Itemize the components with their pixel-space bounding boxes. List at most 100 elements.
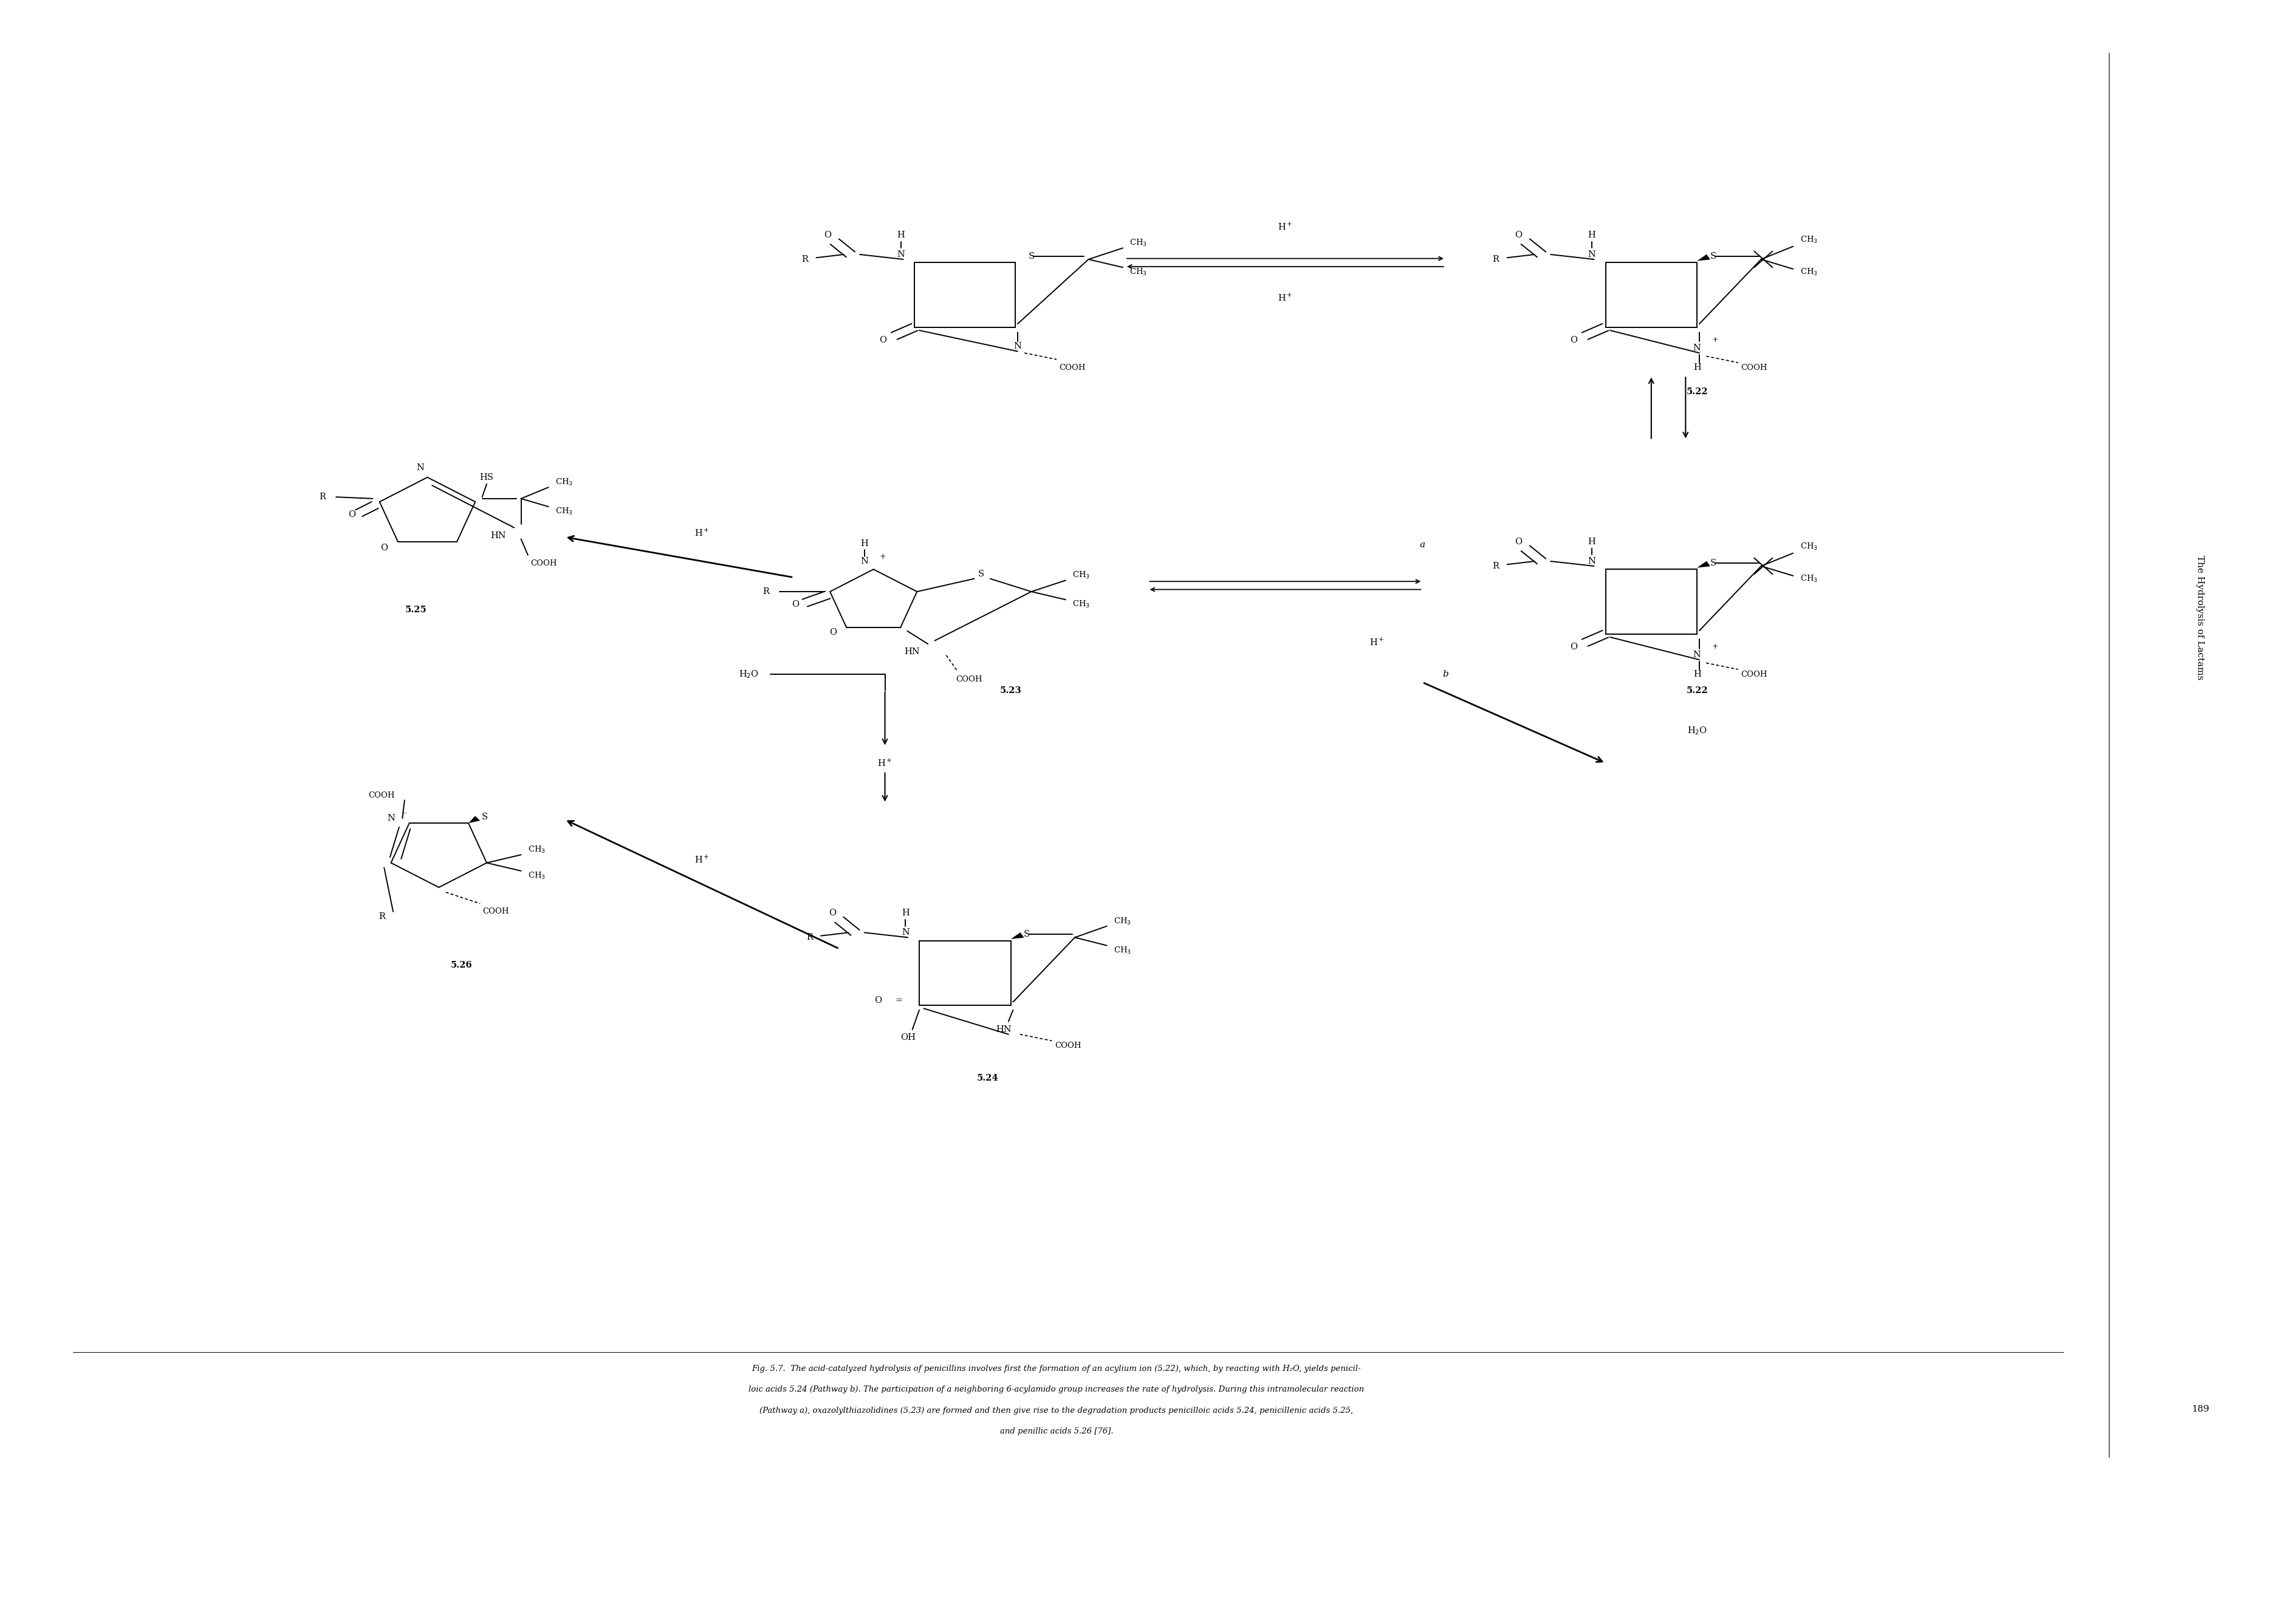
Polygon shape xyxy=(1697,255,1711,261)
Text: 5.26: 5.26 xyxy=(450,961,473,969)
Text: CH$_3$: CH$_3$ xyxy=(1114,917,1132,927)
Text: H$^+$: H$^+$ xyxy=(693,855,709,865)
Text: CH$_3$: CH$_3$ xyxy=(1130,239,1148,248)
Text: O: O xyxy=(381,544,388,552)
Text: N: N xyxy=(898,250,905,258)
Text: CH$_3$: CH$_3$ xyxy=(1800,235,1818,245)
Text: O: O xyxy=(1515,230,1522,239)
Text: 189: 189 xyxy=(2190,1404,2209,1414)
Text: and penillic acids 5.26 [76].: and penillic acids 5.26 [76]. xyxy=(999,1428,1114,1435)
Text: O: O xyxy=(829,909,836,917)
Text: ··: ·· xyxy=(402,810,406,816)
Text: N: N xyxy=(416,463,425,472)
Text: +: + xyxy=(1713,643,1717,651)
Text: H: H xyxy=(1589,230,1596,239)
Text: N: N xyxy=(1015,342,1022,351)
Text: S: S xyxy=(1029,252,1035,260)
Text: H: H xyxy=(1692,364,1701,372)
Text: S: S xyxy=(482,813,487,821)
Text: N: N xyxy=(388,815,395,823)
Text: R: R xyxy=(1492,255,1499,263)
Text: H: H xyxy=(1589,537,1596,545)
Text: R: R xyxy=(319,493,326,502)
Text: H$_2$O: H$_2$O xyxy=(1688,725,1708,737)
Text: The Hydrolysis of Lactams: The Hydrolysis of Lactams xyxy=(2195,555,2204,680)
Text: COOH: COOH xyxy=(1740,364,1768,372)
Text: H$^+$: H$^+$ xyxy=(1368,636,1384,648)
Text: COOH: COOH xyxy=(367,792,395,799)
Text: CH$_3$: CH$_3$ xyxy=(1800,268,1818,278)
Text: 5.24: 5.24 xyxy=(978,1074,999,1083)
Text: R: R xyxy=(379,912,386,920)
Text: S: S xyxy=(1711,558,1715,566)
Text: S: S xyxy=(1711,252,1715,260)
Text: CH$_3$: CH$_3$ xyxy=(556,477,574,487)
Text: S: S xyxy=(978,570,985,578)
Text: N: N xyxy=(902,928,909,936)
Text: HN: HN xyxy=(905,648,921,656)
Text: Fig. 5.7.  The acid-catalyzed hydrolysis of penicillins involves first the forma: Fig. 5.7. The acid-catalyzed hydrolysis … xyxy=(753,1365,1362,1373)
Text: COOH: COOH xyxy=(1058,364,1086,372)
Text: H: H xyxy=(1692,670,1701,678)
Text: 5.22: 5.22 xyxy=(1685,388,1708,396)
Text: S: S xyxy=(1024,930,1031,938)
Text: HN: HN xyxy=(491,531,505,540)
Text: CH$_3$: CH$_3$ xyxy=(1800,575,1818,584)
Text: COOH: COOH xyxy=(530,560,558,566)
Text: CH$_3$: CH$_3$ xyxy=(528,872,546,881)
Text: a: a xyxy=(1419,540,1426,549)
Text: CH$_3$: CH$_3$ xyxy=(556,506,574,516)
Text: O: O xyxy=(792,601,799,609)
Text: =: = xyxy=(895,997,902,1005)
Text: O: O xyxy=(1570,643,1577,651)
Text: COOH: COOH xyxy=(482,907,510,915)
Text: 5.22: 5.22 xyxy=(1685,687,1708,695)
Text: H$^+$: H$^+$ xyxy=(877,758,893,768)
Text: H$^+$: H$^+$ xyxy=(1279,222,1293,232)
Text: CH$_3$: CH$_3$ xyxy=(528,846,546,855)
Text: O: O xyxy=(875,997,882,1005)
Text: CH$_3$: CH$_3$ xyxy=(1072,571,1091,581)
Text: R: R xyxy=(806,933,813,941)
Text: O: O xyxy=(829,628,836,636)
Text: H: H xyxy=(898,230,905,239)
Text: CH$_3$: CH$_3$ xyxy=(1072,599,1091,609)
Text: COOH: COOH xyxy=(1740,670,1768,678)
Text: COOH: COOH xyxy=(955,675,983,683)
Text: H$_2$O: H$_2$O xyxy=(739,669,760,680)
Text: R: R xyxy=(801,255,808,263)
Text: O: O xyxy=(1515,537,1522,545)
Text: H$^+$: H$^+$ xyxy=(693,527,709,539)
Text: N: N xyxy=(1692,651,1701,659)
Text: O: O xyxy=(1570,336,1577,344)
Text: (Pathway a), oxazolylthiazolidines (5.23) are formed and then give rise to the d: (Pathway a), oxazolylthiazolidines (5.23… xyxy=(760,1407,1352,1415)
Text: H: H xyxy=(902,909,909,917)
Text: COOH: COOH xyxy=(1054,1042,1081,1050)
Text: R: R xyxy=(1492,562,1499,570)
Text: +: + xyxy=(1713,336,1717,344)
Text: 5.25: 5.25 xyxy=(404,605,427,613)
Text: N: N xyxy=(1589,557,1596,565)
Text: R: R xyxy=(762,588,769,596)
Text: N: N xyxy=(1589,250,1596,258)
Text: loic acids 5.24 (Pathway b). The participation of a neighboring 6-acylamido grou: loic acids 5.24 (Pathway b). The partici… xyxy=(748,1386,1364,1394)
Text: O: O xyxy=(824,230,831,239)
Text: N: N xyxy=(1692,344,1701,352)
Text: 5.23: 5.23 xyxy=(1001,687,1022,695)
Text: OH: OH xyxy=(900,1034,916,1042)
Text: CH$_3$: CH$_3$ xyxy=(1130,268,1148,278)
Polygon shape xyxy=(468,816,480,823)
Text: CH$_3$: CH$_3$ xyxy=(1114,946,1132,956)
Text: CH$_3$: CH$_3$ xyxy=(1800,542,1818,552)
Text: H$^+$: H$^+$ xyxy=(1279,292,1293,304)
Polygon shape xyxy=(1697,562,1711,568)
Text: O: O xyxy=(879,336,886,344)
Text: O: O xyxy=(349,511,356,519)
Polygon shape xyxy=(1010,933,1024,940)
Text: +: + xyxy=(879,552,886,560)
Text: b: b xyxy=(1442,670,1449,678)
Text: HN: HN xyxy=(996,1026,1013,1034)
Text: N: N xyxy=(861,557,868,565)
Text: H: H xyxy=(861,539,868,547)
Text: HS: HS xyxy=(480,474,494,482)
